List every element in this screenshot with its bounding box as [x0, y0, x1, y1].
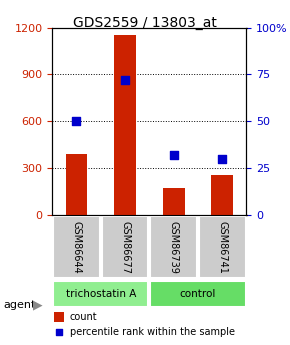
Bar: [54, 312, 64, 322]
Bar: [66, 154, 87, 215]
Point: [220, 156, 224, 161]
Text: percentile rank within the sample: percentile rank within the sample: [70, 327, 235, 337]
Text: GSM86677: GSM86677: [120, 220, 130, 274]
Text: trichostatin A: trichostatin A: [66, 289, 136, 299]
FancyBboxPatch shape: [199, 216, 246, 278]
Text: control: control: [180, 289, 216, 299]
Bar: [211, 175, 233, 215]
Text: agent: agent: [3, 300, 35, 310]
Point: [209, 262, 213, 267]
FancyBboxPatch shape: [102, 216, 148, 278]
FancyBboxPatch shape: [150, 216, 197, 278]
Text: GSM86741: GSM86741: [217, 221, 227, 274]
Point: [171, 152, 176, 158]
FancyBboxPatch shape: [53, 281, 148, 307]
Point: [123, 77, 127, 83]
Bar: [163, 188, 184, 215]
Text: ▶: ▶: [33, 299, 43, 312]
FancyBboxPatch shape: [150, 281, 246, 307]
Text: count: count: [70, 312, 97, 322]
FancyBboxPatch shape: [53, 216, 100, 278]
Text: GDS2559 / 13803_at: GDS2559 / 13803_at: [73, 16, 217, 30]
Point: [74, 119, 79, 124]
Bar: [114, 36, 136, 215]
Text: GSM86644: GSM86644: [72, 221, 81, 274]
Text: GSM86739: GSM86739: [169, 221, 179, 274]
